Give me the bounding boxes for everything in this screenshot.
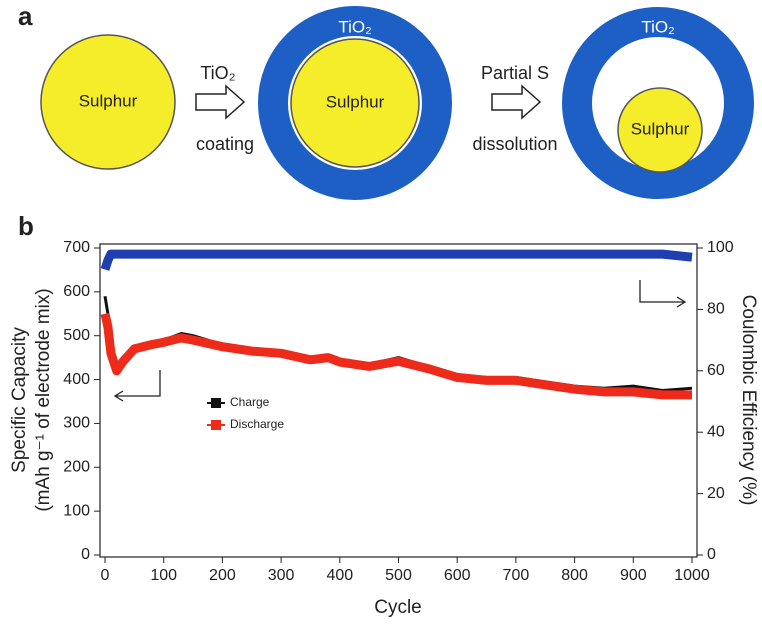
- y-tick-label: 400: [63, 371, 90, 388]
- x-tick-label: 800: [561, 567, 588, 584]
- panel-label: a: [18, 1, 33, 31]
- y2-tick-label: 80: [707, 301, 725, 318]
- y-tick-label: 300: [63, 415, 90, 432]
- x-tick-label: 300: [268, 567, 295, 584]
- legend-label: Charge: [230, 395, 270, 409]
- shell-label: TiO₂: [338, 17, 371, 36]
- y-tick-label: 500: [63, 327, 90, 344]
- tio2-shell: [258, 6, 452, 200]
- series-line: [100, 249, 693, 271]
- arrow-label: TiO₂: [200, 63, 235, 83]
- arrow: [491, 84, 542, 120]
- y-tick-label: 600: [63, 283, 90, 300]
- legend-marker: [211, 398, 221, 408]
- x-tick-label: 0: [101, 567, 110, 584]
- x-tick-label: 200: [209, 567, 236, 584]
- arrow-label: coating: [196, 134, 254, 154]
- core-label: Sulphur: [326, 92, 385, 111]
- y2-tick-label: 0: [707, 546, 716, 563]
- x-tick-label: 600: [444, 567, 471, 584]
- y2-tick-label: 100: [707, 239, 734, 256]
- arrow-label: dissolution: [472, 134, 557, 154]
- y2-tick-label: 40: [707, 423, 725, 440]
- tio2-shell: [562, 7, 754, 199]
- y-axis-label: (mAh g⁻¹ of electrode mix): [33, 288, 54, 511]
- core-label: Sulphur: [631, 119, 690, 138]
- x-tick-label: 1000: [674, 567, 710, 584]
- x-tick-label: 500: [385, 567, 412, 584]
- core-label: Sulphur: [79, 91, 138, 110]
- y-axis-label: Specific Capacity: [9, 327, 30, 473]
- x-tick-label: 700: [503, 567, 530, 584]
- sulphur-core: [290, 38, 420, 168]
- series-line: [100, 312, 692, 400]
- sulphur-core: [617, 87, 703, 173]
- y-tick-label: 200: [63, 459, 90, 476]
- arrow: [195, 84, 246, 120]
- axis-arrow: [113, 370, 161, 402]
- shell-label: TiO₂: [641, 17, 674, 36]
- x-tick-label: 900: [620, 567, 647, 584]
- x-tick-label: 400: [326, 567, 353, 584]
- plot-frame: [99, 243, 698, 558]
- y2-axis-label: Coulombic Efficiency (%): [738, 295, 759, 506]
- y2-tick-label: 60: [707, 362, 725, 379]
- legend-marker: [211, 420, 221, 430]
- y2-tick-label: 20: [707, 485, 725, 502]
- panel-label: b: [18, 211, 34, 241]
- sulphur-particle: [40, 34, 176, 170]
- y-tick-label: 100: [63, 502, 90, 519]
- y-tick-label: 700: [63, 239, 90, 256]
- x-tick-label: 100: [150, 567, 177, 584]
- x-axis-label: Cycle: [374, 597, 422, 618]
- legend-label: Discharge: [230, 417, 284, 431]
- y-tick-label: 0: [81, 546, 90, 563]
- arrow-label: Partial S: [481, 63, 549, 83]
- axis-arrow: [639, 280, 687, 308]
